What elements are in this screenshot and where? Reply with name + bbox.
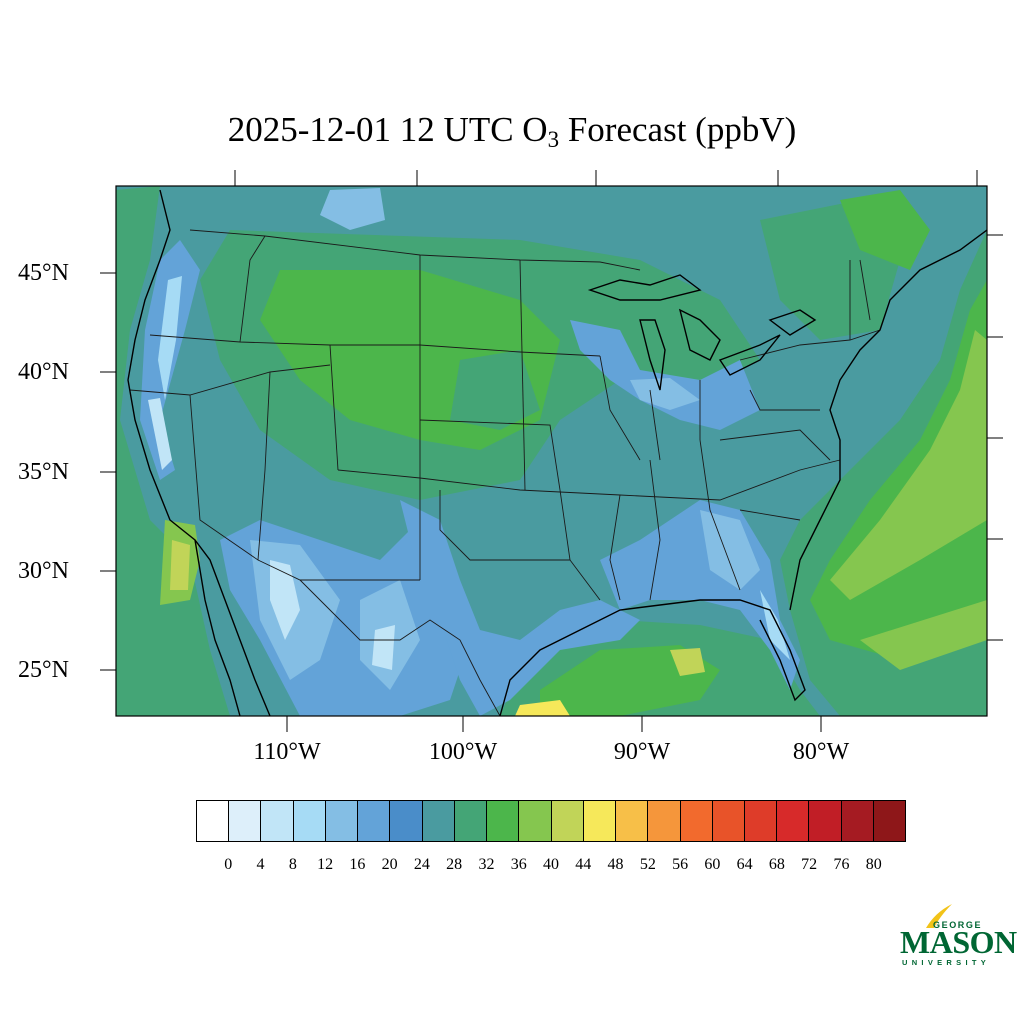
lat-label: 25°N <box>18 657 69 683</box>
colorbar-tick-label: 16 <box>349 856 366 873</box>
colorbar-swatch <box>777 801 810 841</box>
lon-label: 100°W <box>428 739 498 765</box>
coastlines <box>127 189 987 716</box>
colorbar-swatch <box>616 801 649 841</box>
colorbar-tick-label: 32 <box>478 856 495 873</box>
colorbar-swatch <box>551 801 584 841</box>
lon-label: 110°W <box>253 739 321 765</box>
colorbar-tick-label: 8 <box>288 856 297 873</box>
colorbar-tick-label: 36 <box>510 856 527 873</box>
lon-label: 80°W <box>792 739 850 765</box>
logo-name-text: MASON <box>900 924 1017 960</box>
texas-low <box>400 500 640 716</box>
colorbar-tick-label: 0 <box>224 856 233 873</box>
colorbar-swatch <box>229 801 262 841</box>
pacific-band <box>116 186 230 716</box>
colorbar-tick-label: 76 <box>833 856 850 873</box>
colorbar-tick-label: 80 <box>865 856 882 873</box>
colorbar-swatch <box>583 801 617 841</box>
colorbar-tick-label: 72 <box>801 856 818 873</box>
colorbar-swatch <box>712 801 745 841</box>
great-lakes-low <box>570 320 760 430</box>
colorbar-tick-label: 60 <box>704 856 721 873</box>
colorbar-tick-label: 28 <box>446 856 463 873</box>
colorbar-swatch <box>261 801 294 841</box>
lat-label: 45°N <box>18 260 69 286</box>
colorbar <box>196 800 906 842</box>
colorbar-swatch <box>422 801 455 841</box>
colorbar-tick-label: 40 <box>543 856 559 873</box>
lon-label: 90°W <box>613 739 671 765</box>
colorbar-tick-label: 68 <box>768 856 785 873</box>
logo-top-text: GEORGE <box>933 920 983 930</box>
george-mason-logo: GEORGE MASON UNIVERSITY <box>896 900 1017 970</box>
colorbar-swatch <box>841 801 874 841</box>
colorbar-swatch <box>680 801 713 841</box>
colorbar-swatch <box>809 801 842 841</box>
colorbar-swatch <box>197 801 230 841</box>
logo-bottom-text: UNIVERSITY <box>902 958 991 967</box>
colorbar-swatch <box>293 801 326 841</box>
colorbar-swatch <box>519 801 552 841</box>
lat-label: 35°N <box>18 459 69 485</box>
lat-label: 30°N <box>18 558 69 584</box>
colorbar-tick-label: 56 <box>672 856 689 873</box>
colorbar-swatch <box>744 801 778 841</box>
colorbar-swatch <box>390 801 423 841</box>
colorbar-tick-label: 48 <box>607 856 624 873</box>
map-title: 2025-12-01 12 UTC O3 Forecast (ppbV) <box>227 110 797 152</box>
colorbar-tick-label: 4 <box>256 856 265 873</box>
colorbar-swatch <box>325 801 359 841</box>
boundaries <box>129 229 881 716</box>
leaf-icon <box>926 904 952 928</box>
colorbar-swatch <box>648 801 681 841</box>
colorbar-tick-label: 52 <box>639 856 656 873</box>
colorbar-swatch <box>873 801 906 841</box>
colorbar-tick-label: 44 <box>575 856 592 873</box>
lat-label: 40°N <box>18 359 69 385</box>
colorbar-tick-label: 24 <box>413 856 430 873</box>
colorbar-swatch <box>487 801 520 841</box>
colorbar-tick-label: 12 <box>317 856 334 873</box>
colorbar-tick-label: 64 <box>736 856 753 873</box>
colorbar-swatch <box>358 801 391 841</box>
colorbar-swatch <box>454 801 488 841</box>
colorbar-tick-label: 20 <box>381 856 398 873</box>
